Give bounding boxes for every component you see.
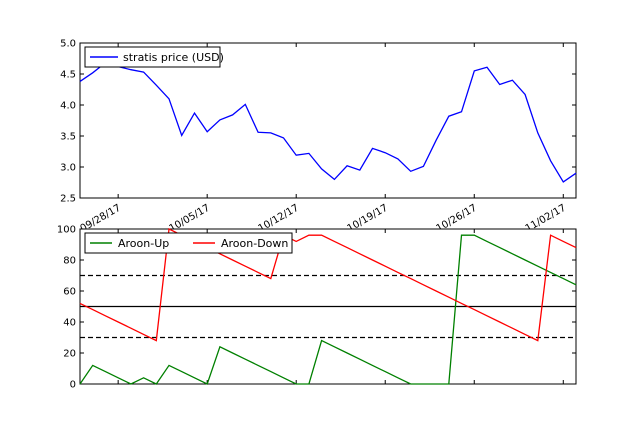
aroon-y-ticks: 0 20 40 60 80 100 <box>57 225 576 391</box>
price-y-tick-label: 3.0 <box>60 163 76 174</box>
aroon-y-tick-label: 80 <box>63 256 76 267</box>
aroon-y-tick-label: 0 <box>70 380 76 391</box>
aroon-upline <box>79 234 577 385</box>
price-legend-label: stratis price (USD) <box>123 51 224 64</box>
price-legend-box <box>84 46 221 68</box>
aroon-legend: Aroon-Up Aroon-Down <box>84 232 293 254</box>
aroon-series <box>79 228 577 385</box>
aroon-legend-box <box>84 232 293 254</box>
aroon-reference-lines <box>80 274 576 339</box>
price-panel: 2.53.03.54.04.55.0 09/28/17 10/05/17 10/12… <box>60 39 577 235</box>
aroon-down-legend-label: Aroon-Down <box>221 237 288 250</box>
aroon-downline <box>79 228 577 342</box>
aroon-y-tick-label: 60 <box>63 287 76 298</box>
price-y-tick-label: 5.0 <box>60 39 76 50</box>
aroon-up-legend-label: Aroon-Up <box>118 237 169 250</box>
price-series <box>79 62 577 183</box>
price-y-tick-label: 4.0 <box>60 101 76 112</box>
price-line <box>79 62 577 183</box>
aroon-y-tick-label: 40 <box>63 318 76 329</box>
price-axes-frame <box>79 42 577 199</box>
aroon-y-tick-label: 100 <box>57 225 76 236</box>
price-y-tick-label: 2.5 <box>60 194 76 205</box>
aroon-panel: 0 20 40 60 80 100 Aroon-Up Aroon-Down <box>57 225 577 391</box>
aroon-y-tick-label: 20 <box>63 349 76 360</box>
price-y-tick-label: 4.5 <box>60 70 76 81</box>
price-legend: stratis price (USD) <box>84 46 224 68</box>
price-y-tick-label: 3.5 <box>60 132 76 143</box>
price-y-ticks: 2.5 3.0 3.5 4.0 4.5 5.0 <box>60 39 576 205</box>
